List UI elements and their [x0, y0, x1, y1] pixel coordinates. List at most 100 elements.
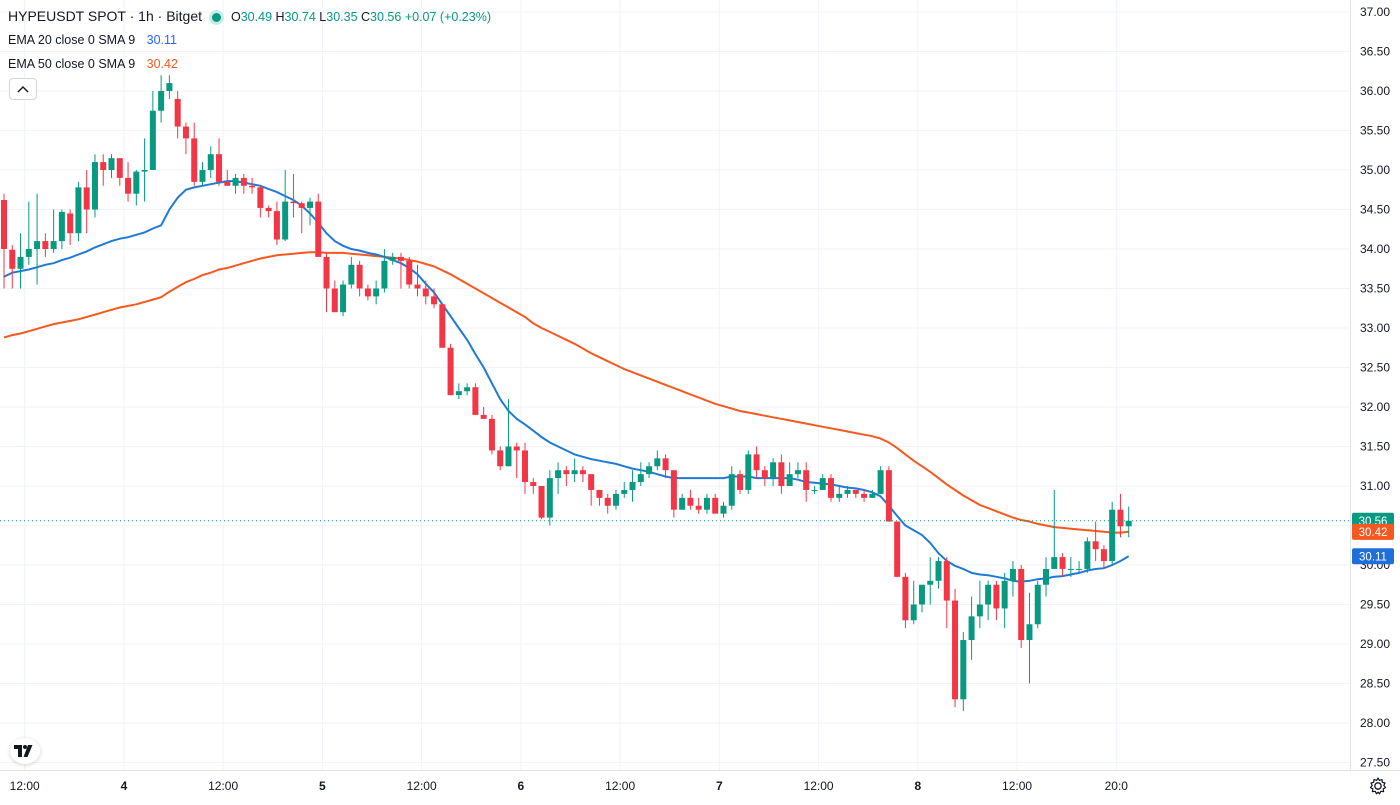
candle [331, 280, 338, 313]
candle-body [364, 288, 371, 297]
candle-body [455, 391, 462, 396]
collapse-legend-button[interactable] [9, 78, 37, 100]
candle-body [356, 264, 363, 289]
candle-body [728, 474, 735, 506]
candle [422, 280, 429, 305]
low-label: L [319, 10, 327, 24]
candle-body [695, 505, 702, 510]
candle-body [1001, 580, 1008, 609]
candle-body [985, 584, 992, 605]
time-tick-label: 5 [319, 779, 326, 793]
market-status-dot-icon [212, 13, 221, 23]
candle-body [803, 470, 810, 490]
candle-body [522, 450, 529, 483]
candle [803, 462, 810, 502]
ema20-label: EMA 20 close 0 SMA 9 [8, 33, 136, 47]
candle-body [505, 446, 512, 467]
candle [654, 450, 661, 471]
candle [885, 466, 892, 522]
price-tick-label: 28.00 [1360, 716, 1390, 730]
high-value: 30.74 [284, 10, 316, 24]
price-tick-label: 36.00 [1360, 84, 1390, 98]
candle [75, 181, 82, 242]
price-tick-label: 32.50 [1360, 361, 1390, 375]
candle [340, 280, 347, 317]
candle-body [894, 521, 901, 577]
candle [1092, 521, 1099, 562]
candle-body [488, 418, 495, 451]
candle-body [298, 203, 305, 208]
ema50-legend[interactable]: EMA 50 close 0 SMA 9 30.42 [8, 57, 178, 71]
candle-body [952, 600, 959, 700]
gear-icon[interactable] [1368, 776, 1388, 796]
candle-body [116, 158, 123, 178]
candle-body [149, 110, 156, 170]
candle [1100, 545, 1107, 569]
tradingview-logo-icon[interactable] [10, 738, 40, 764]
time-tick-label: 12:00 [804, 779, 834, 793]
candle-body [282, 201, 289, 240]
candle [1051, 489, 1058, 569]
candle [216, 138, 223, 186]
candle-body [1, 200, 7, 249]
time-tick-label: 12:00 [208, 779, 238, 793]
candle [50, 209, 57, 253]
candle [439, 304, 446, 348]
candle [646, 462, 653, 479]
candle-body [348, 264, 355, 285]
candle-body [794, 470, 801, 475]
candle [42, 233, 49, 257]
candle [910, 580, 917, 625]
candle [431, 288, 438, 309]
candle-body [662, 458, 669, 471]
candle [166, 75, 173, 99]
ema20-legend[interactable]: EMA 20 close 0 SMA 9 30.11 [8, 33, 177, 47]
candle [455, 383, 462, 400]
price-tick-label: 33.00 [1360, 321, 1390, 335]
time-tick-label: 12:00 [1002, 779, 1032, 793]
candle [770, 458, 777, 486]
candle [811, 486, 818, 494]
candle [530, 478, 537, 494]
candle [604, 493, 611, 514]
candle-body [1018, 568, 1025, 641]
candle-body [778, 462, 785, 486]
candle [522, 442, 529, 494]
candle-body [918, 584, 925, 605]
candle-body [83, 187, 90, 210]
candle [753, 446, 760, 479]
candle [828, 474, 834, 502]
candle [513, 442, 520, 479]
candle [1034, 580, 1041, 629]
candle-body [100, 162, 107, 170]
candle-body [679, 497, 686, 510]
candle [852, 489, 859, 498]
candle-body [464, 387, 471, 392]
candle [149, 91, 156, 170]
candle [968, 596, 975, 660]
candle-body [1092, 541, 1099, 550]
candle [877, 466, 884, 494]
candle [414, 264, 421, 297]
candle [745, 450, 752, 494]
candle [232, 173, 239, 194]
candle [182, 122, 189, 155]
candle [257, 185, 264, 218]
close-value: 30.56 [370, 10, 402, 24]
candle-body [257, 187, 264, 208]
candle-body [9, 249, 16, 269]
symbol-title[interactable]: HYPEUSDT SPOT · 1h · Bitget [8, 8, 202, 24]
candle-body [397, 256, 404, 261]
candle-body [315, 201, 322, 257]
candle-body [207, 154, 214, 170]
candle-body [1125, 520, 1132, 527]
candle [546, 470, 553, 526]
candle-body [927, 580, 934, 585]
candle-body [720, 505, 727, 514]
candle [133, 170, 140, 206]
candle [621, 482, 628, 498]
change-value: +0.07 (+0.23%) [404, 10, 491, 24]
candle-body [232, 177, 239, 186]
